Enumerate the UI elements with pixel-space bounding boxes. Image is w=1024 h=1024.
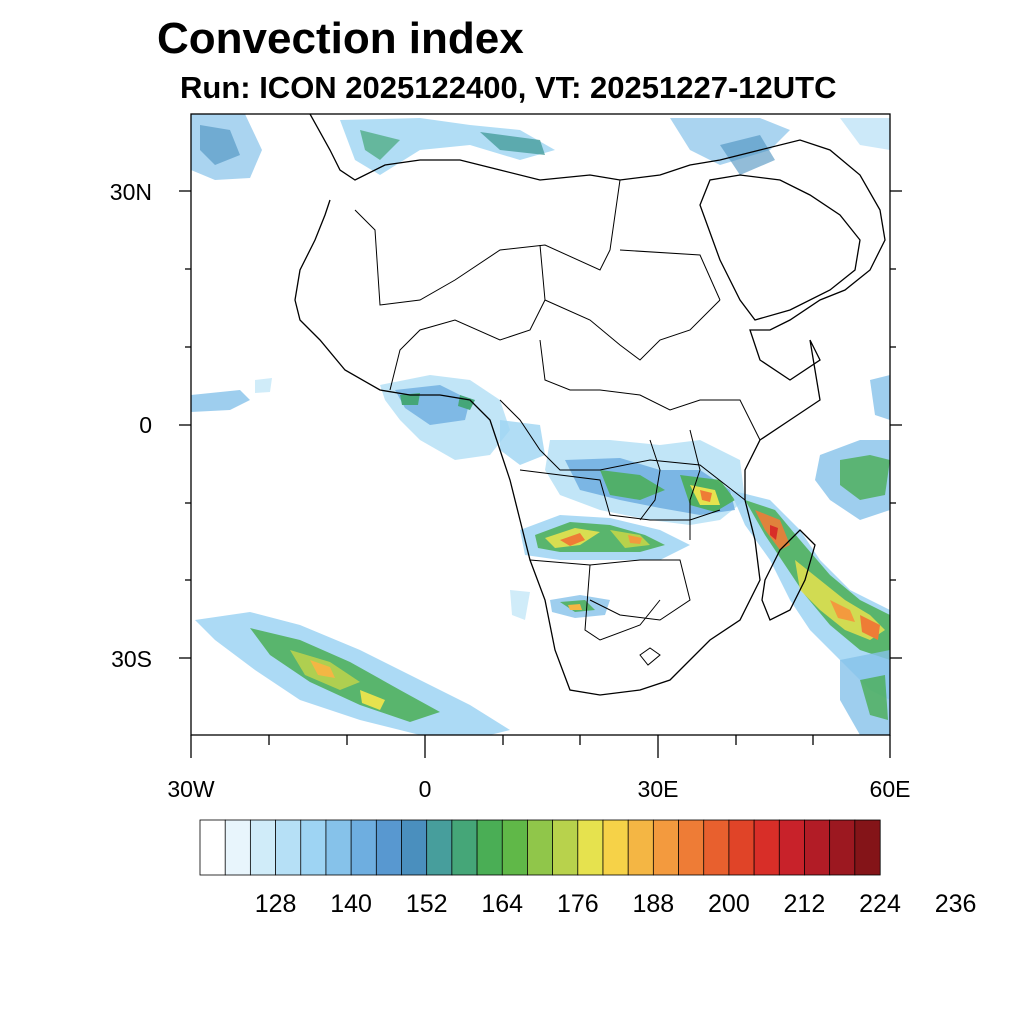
colorbar-labels: 128 140 152 164 176 188 200 212 224 236	[255, 890, 977, 918]
colorbar-swatch	[778, 819, 806, 876]
colorbar-swatch	[325, 819, 352, 876]
colorbar-swatch	[577, 819, 604, 876]
colorbar-swatch	[501, 819, 529, 876]
y-label-30n: 30N	[110, 179, 152, 205]
colorbar-swatch	[728, 819, 755, 876]
colorbar-label: 224	[859, 890, 901, 918]
colorbar-swatch	[300, 819, 327, 876]
colorbar-swatch	[652, 819, 680, 876]
colorbar-swatch	[476, 819, 503, 876]
country-borders	[354, 179, 761, 666]
coastlines	[294, 114, 886, 696]
colorbar-swatch	[401, 819, 428, 876]
colorbar-label: 176	[557, 890, 599, 918]
colorbar-label: 200	[708, 890, 750, 918]
colorbar-swatch	[451, 819, 478, 876]
colorbar-swatch	[224, 819, 251, 876]
colorbar-swatch	[829, 819, 856, 876]
axis-ticks	[179, 190, 902, 758]
colorbar-swatch	[602, 819, 629, 876]
colorbar-label: 128	[255, 890, 297, 918]
colorbar-swatch	[527, 819, 554, 876]
colorbar-swatch	[678, 819, 705, 876]
colorbar-swatch	[854, 819, 881, 876]
colorbar-label: 152	[406, 890, 448, 918]
colorbar-label: 188	[632, 890, 674, 918]
x-label-0: 0	[419, 776, 432, 802]
colorbar-swatch	[199, 819, 226, 876]
y-label-30s: 30S	[111, 646, 152, 672]
colorbar-swatch	[627, 819, 654, 876]
colorbar-label: 140	[330, 890, 372, 918]
x-label-60e: 60E	[870, 776, 911, 802]
colorbar-label: 164	[481, 890, 523, 918]
colorbar-label: 212	[784, 890, 826, 918]
colorbar-swatch	[753, 819, 780, 876]
x-label-30e: 30E	[638, 776, 679, 802]
colorbar-label: 236	[935, 890, 977, 918]
colorbar-swatch	[375, 819, 403, 876]
chart-subtitle: Run: ICON 2025122400, VT: 20251227-12UTC	[180, 70, 837, 105]
colorbar	[199, 819, 881, 876]
chart-title: Convection index	[157, 14, 524, 63]
colorbar-swatch	[426, 819, 453, 876]
convection-field	[191, 114, 890, 735]
y-label-0: 0	[139, 412, 152, 438]
x-label-30w: 30W	[167, 776, 215, 802]
colorbar-swatch	[350, 819, 377, 876]
colorbar-swatch	[703, 819, 730, 876]
colorbar-swatch	[275, 819, 302, 876]
colorbar-swatch	[552, 819, 579, 876]
colorbar-swatch	[249, 819, 277, 876]
colorbar-swatch	[804, 819, 831, 876]
